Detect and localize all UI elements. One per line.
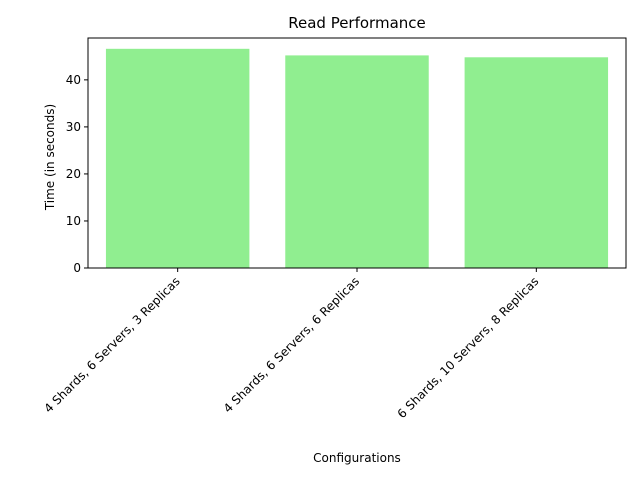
x-axis-label: Configurations [313, 451, 401, 465]
y-tick-label: 0 [73, 261, 81, 275]
y-tick-label: 10 [66, 214, 81, 228]
chart-title: Read Performance [288, 14, 426, 32]
bar-3 [464, 57, 609, 268]
y-tick-label: 30 [66, 120, 81, 134]
y-tick-label: 40 [66, 73, 81, 87]
bar-2 [285, 55, 429, 268]
plot-area: 0 10 20 30 40 4 Shards, 6 Servers, 3 Replicas… [41, 37, 627, 421]
y-axis-label: Time (in seconds) [43, 104, 57, 211]
x-tick-label: 4 Shards, 6 Servers, 6 Replicas [221, 274, 362, 415]
x-tick-label: 6 Shards, 10 Servers, 8 Replicas [395, 274, 542, 421]
x-tick-label: 4 Shards, 6 Servers, 3 Replicas [41, 274, 182, 415]
bar-1 [105, 48, 250, 269]
y-tick-label: 20 [66, 167, 81, 181]
